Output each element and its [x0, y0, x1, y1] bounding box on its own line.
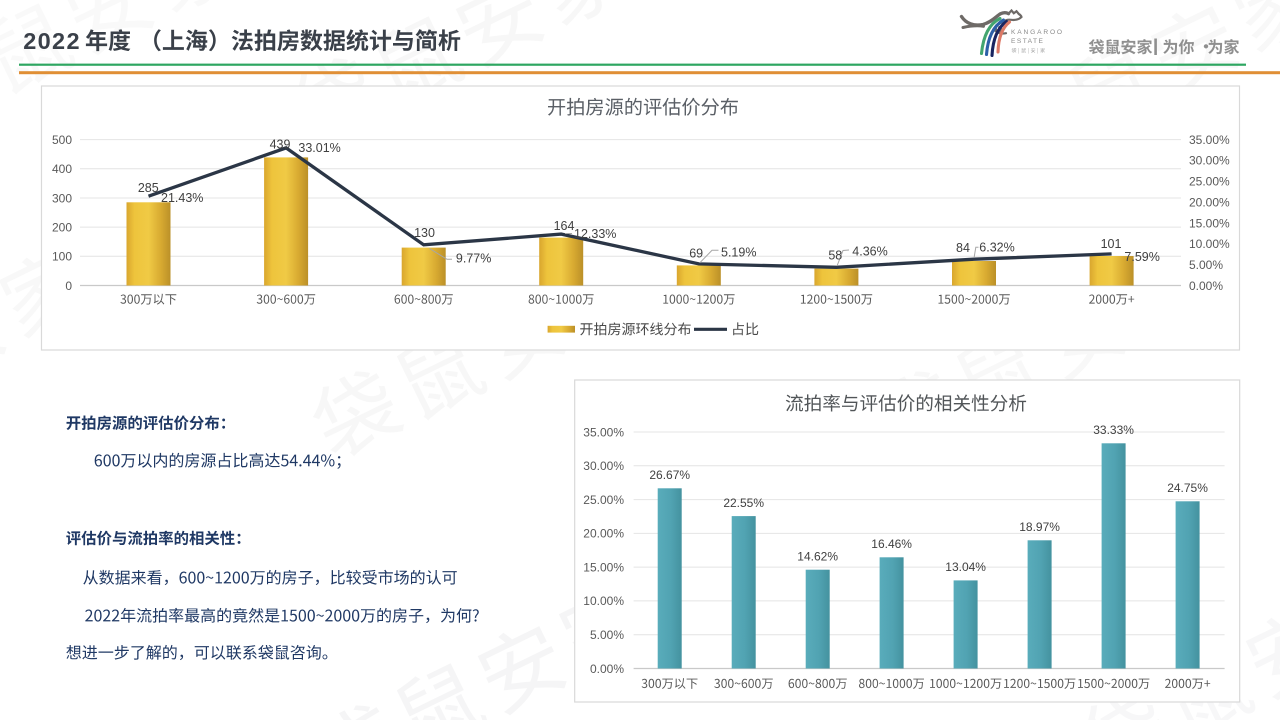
svg-text:26.67%: 26.67% — [649, 468, 690, 482]
svg-text:0.00%: 0.00% — [1189, 279, 1223, 293]
svg-text:33.01%: 33.01% — [298, 141, 340, 155]
svg-text:69: 69 — [689, 246, 703, 260]
svg-text:130: 130 — [414, 226, 435, 240]
svg-text:35.00%: 35.00% — [1189, 133, 1230, 147]
svg-text:10.00%: 10.00% — [1189, 237, 1230, 251]
svg-text:ESTATE: ESTATE — [1011, 38, 1044, 45]
svg-text:35.00%: 35.00% — [583, 425, 624, 439]
svg-text:439: 439 — [270, 138, 291, 152]
svg-text:101: 101 — [1101, 237, 1122, 251]
svg-text:20.00%: 20.00% — [1189, 195, 1230, 209]
svg-text:7.59%: 7.59% — [1124, 250, 1159, 264]
svg-text:25.00%: 25.00% — [583, 493, 624, 507]
svg-text:500: 500 — [52, 133, 72, 147]
svg-text:2022: 2022 — [23, 28, 81, 54]
svg-text:9.77%: 9.77% — [456, 252, 491, 266]
svg-text:30.00%: 30.00% — [583, 459, 624, 473]
svg-text:20.00%: 20.00% — [583, 527, 624, 541]
svg-text:0.00%: 0.00% — [590, 662, 624, 676]
svg-text:15.00%: 15.00% — [1189, 216, 1230, 230]
svg-text:0: 0 — [65, 279, 72, 293]
svg-text:300: 300 — [52, 191, 72, 205]
svg-text:33.33%: 33.33% — [1093, 423, 1134, 437]
svg-text:164: 164 — [554, 219, 575, 233]
svg-text:400: 400 — [52, 162, 72, 176]
svg-text:84: 84 — [956, 241, 970, 255]
svg-text:24.75%: 24.75% — [1167, 481, 1208, 495]
svg-text:4.36%: 4.36% — [852, 244, 887, 258]
svg-text:12.33%: 12.33% — [574, 227, 616, 241]
svg-text:5.00%: 5.00% — [1189, 258, 1223, 272]
svg-text:5.19%: 5.19% — [721, 245, 756, 259]
svg-text:25.00%: 25.00% — [1189, 175, 1230, 189]
svg-text:10.00%: 10.00% — [583, 594, 624, 608]
svg-text:30.00%: 30.00% — [1189, 154, 1230, 168]
svg-text:KANGAROO: KANGAROO — [1011, 29, 1064, 36]
svg-text:6.32%: 6.32% — [979, 240, 1014, 254]
svg-text:5.00%: 5.00% — [590, 628, 624, 642]
svg-text:16.46%: 16.46% — [871, 537, 912, 551]
svg-text:58: 58 — [828, 248, 842, 262]
svg-text:100: 100 — [52, 250, 72, 264]
svg-text:18.97%: 18.97% — [1019, 520, 1060, 534]
svg-text:13.04%: 13.04% — [945, 560, 986, 574]
svg-text:21.43%: 21.43% — [161, 191, 203, 205]
svg-text:200: 200 — [52, 220, 72, 234]
svg-text:15.00%: 15.00% — [583, 560, 624, 574]
svg-text:285: 285 — [138, 181, 159, 195]
svg-text:14.62%: 14.62% — [797, 549, 838, 563]
svg-text:22.55%: 22.55% — [723, 496, 764, 510]
